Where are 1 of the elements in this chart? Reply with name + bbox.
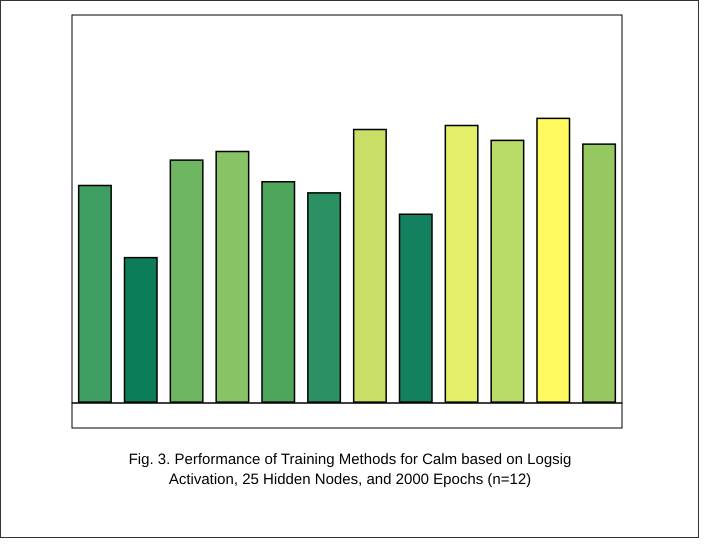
caption: Fig. 3. Performance of Training Methods for Calm based on Logsig Activation, 25 Hidden Nodes, and 2000 Epochs (n=12)	[128, 450, 572, 490]
